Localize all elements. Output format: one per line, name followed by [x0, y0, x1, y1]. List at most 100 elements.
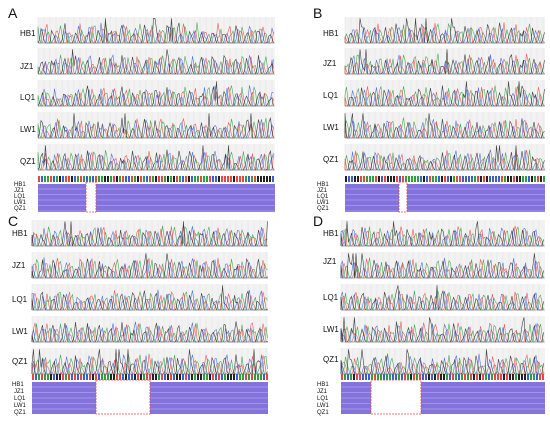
base-call-mark [173, 176, 175, 182]
base-call-mark [497, 374, 499, 380]
base-call-mark [38, 374, 40, 380]
base-call-mark [482, 374, 484, 380]
base-call-mark [516, 176, 518, 182]
base-call-mark [251, 374, 253, 380]
chromatogram-trace [345, 23, 545, 44]
base-call-mark [479, 374, 481, 380]
base-call-mark [357, 176, 359, 182]
base-call-mark [456, 176, 458, 182]
base-call-mark [390, 176, 392, 182]
base-call-mark [218, 176, 220, 182]
base-call-mark [359, 374, 361, 380]
base-call-mark [185, 176, 187, 182]
base-call-mark [411, 176, 413, 182]
base-call-mark [251, 176, 253, 182]
align-label-lq1: LQ1 [317, 194, 329, 200]
chromatogram-trace [37, 49, 274, 75]
base-call-mark [362, 374, 364, 380]
base-call-mark [83, 176, 85, 182]
base-call-mark [146, 374, 148, 380]
panel-d-graphics [340, 220, 545, 415]
base-call-mark [194, 176, 196, 182]
base-call-mark [507, 176, 509, 182]
base-call-mark [188, 374, 190, 380]
base-call-mark [125, 176, 127, 182]
base-call-mark [128, 176, 130, 182]
base-call-mark [224, 176, 226, 182]
base-call-mark [515, 374, 517, 380]
chromatogram-trace [31, 354, 268, 375]
base-call-mark [143, 176, 145, 182]
base-call-mark [248, 374, 250, 380]
base-call-mark [182, 374, 184, 380]
panel-label-a: A [8, 5, 18, 21]
base-call-mark [396, 176, 398, 182]
base-call-mark [543, 176, 545, 182]
base-call-mark [446, 374, 448, 380]
trace-label-hb1: HB1 [323, 229, 339, 238]
base-call-mark [413, 374, 415, 380]
base-call-mark [414, 176, 416, 182]
base-call-mark [128, 374, 130, 380]
base-call-mark [506, 374, 508, 380]
base-call-mark [248, 176, 250, 182]
base-call-mark [185, 374, 187, 380]
base-call-mark [110, 374, 112, 380]
base-call-mark [227, 176, 229, 182]
base-call-mark [80, 374, 82, 380]
trace-background [38, 144, 275, 170]
base-call-mark [455, 374, 457, 380]
chromatogram-trace [31, 289, 268, 311]
align-label-qz1: QZ1 [14, 410, 26, 416]
chromatogram-trace [345, 149, 545, 171]
trace-label-lw1: LW1 [323, 123, 339, 132]
panel-b: B HB1 JZ1 LQ1 LW1 QZ1 HB1 JZ1 LQ1 LW1 QZ… [275, 0, 550, 214]
base-call-mark [230, 176, 232, 182]
base-call-mark [408, 176, 410, 182]
base-call-mark [266, 374, 268, 380]
chromatogram-trace [345, 119, 545, 139]
base-call-mark [50, 374, 52, 380]
base-call-mark [167, 374, 169, 380]
base-call-mark [527, 374, 529, 380]
trace-label-jz1: JZ1 [12, 261, 26, 270]
trace-label-lq1: LQ1 [20, 93, 36, 102]
base-call-mark [56, 176, 58, 182]
base-call-mark [203, 176, 205, 182]
align-label-lw1: LW1 [14, 403, 26, 409]
base-call-mark [474, 176, 476, 182]
base-call-mark [245, 374, 247, 380]
base-call-mark [86, 176, 88, 182]
base-call-mark [537, 176, 539, 182]
base-call-mark [372, 176, 374, 182]
base-call-mark [381, 176, 383, 182]
trace-label-qz1: QZ1 [323, 155, 339, 164]
base-call-mark [519, 176, 521, 182]
base-call-mark [200, 176, 202, 182]
base-call-mark [176, 176, 178, 182]
base-call-mark [345, 176, 347, 182]
base-call-mark [107, 374, 109, 380]
base-call-mark [465, 176, 467, 182]
base-call-mark [521, 374, 523, 380]
deletion-gap-box [95, 379, 151, 415]
base-call-mark [125, 374, 127, 380]
base-call-mark [155, 374, 157, 380]
base-call-mark [236, 374, 238, 380]
base-call-mark [383, 374, 385, 380]
base-call-mark [509, 374, 511, 380]
base-call-mark [498, 176, 500, 182]
base-call-mark [354, 176, 356, 182]
base-call-mark [161, 176, 163, 182]
base-call-mark [437, 374, 439, 380]
chromatogram-trace [31, 226, 268, 247]
base-call-mark [387, 176, 389, 182]
base-call-mark [441, 176, 443, 182]
base-call-mark [431, 374, 433, 380]
base-call-mark [131, 374, 133, 380]
base-call-mark [191, 374, 193, 380]
base-call-mark [68, 176, 70, 182]
base-call-mark [393, 176, 395, 182]
chromatogram-trace [340, 285, 544, 311]
base-call-mark [209, 176, 211, 182]
